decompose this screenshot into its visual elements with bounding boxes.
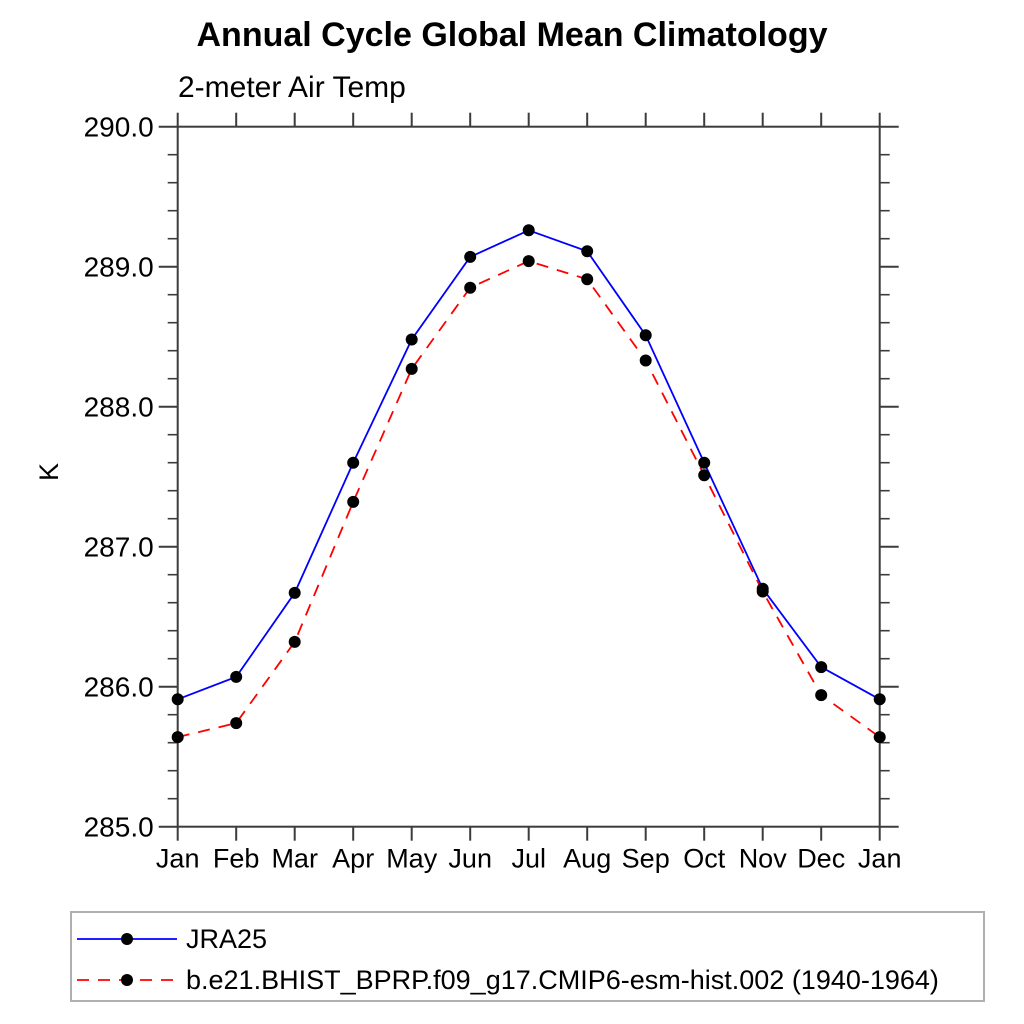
legend-entry-model: b.e21.BHIST_BPRP.f09_g17.CMIP6-esm-hist.… bbox=[75, 964, 939, 995]
y-axis-tick-label: 290.0 bbox=[84, 112, 154, 143]
x-axis-tick-label: Dec bbox=[797, 844, 845, 874]
legend-label-jra25: JRA25 bbox=[186, 923, 268, 954]
y-axis-tick-label: 288.0 bbox=[84, 392, 154, 423]
data-point-marker-s0 bbox=[405, 333, 418, 346]
data-point-marker-s1 bbox=[581, 273, 594, 286]
x-axis-tick-label: Sep bbox=[622, 844, 670, 874]
data-point-marker-s1 bbox=[347, 495, 360, 508]
data-point-marker-s1 bbox=[171, 731, 184, 744]
data-point-marker-s1 bbox=[522, 255, 535, 268]
legend-label-model: b.e21.BHIST_BPRP.f09_g17.CMIP6-esm-hist.… bbox=[186, 964, 939, 995]
legend-sample-line-1 bbox=[77, 974, 177, 986]
x-axis-tick-label: Oct bbox=[683, 844, 726, 874]
y-axis-tick-label: 286.0 bbox=[84, 672, 154, 703]
x-axis-tick-label: Jan bbox=[156, 844, 200, 874]
data-point-marker-s0 bbox=[347, 456, 360, 469]
plot-frame bbox=[176, 125, 881, 828]
data-point-marker-s1 bbox=[815, 689, 828, 702]
data-point-marker-s0 bbox=[288, 586, 301, 599]
x-axis-tick-label: May bbox=[386, 844, 438, 874]
data-point-marker-s1 bbox=[873, 731, 886, 744]
data-point-marker-s0 bbox=[464, 250, 477, 263]
x-axis-tick-label: Nov bbox=[739, 844, 788, 874]
data-point-marker-s0 bbox=[522, 224, 535, 237]
chart-title: Annual Cycle Global Mean Climatology bbox=[196, 16, 828, 54]
x-axis-tick-label: Mar bbox=[271, 844, 318, 874]
x-axis-tick-label: Apr bbox=[332, 844, 374, 874]
x-axis-tick-label: Jun bbox=[448, 844, 492, 874]
data-point-marker-s0 bbox=[639, 329, 652, 342]
data-point-marker-s0 bbox=[873, 693, 886, 706]
y-axis-tick-label: 285.0 bbox=[84, 812, 154, 843]
x-axis-tick-label: Jul bbox=[511, 844, 546, 874]
data-point-marker-s0 bbox=[698, 456, 711, 469]
x-axis-tick-label: Jan bbox=[858, 844, 902, 874]
data-point-marker-s1 bbox=[230, 717, 243, 730]
x-axis-tick-label: Aug bbox=[563, 844, 611, 874]
data-point-marker-s0 bbox=[581, 245, 594, 258]
legend-entry-jra25: JRA25 bbox=[75, 923, 268, 954]
series-line-1 bbox=[177, 260, 881, 738]
data-point-marker-s1 bbox=[639, 354, 652, 367]
y-axis-tick-label: 287.0 bbox=[84, 532, 154, 563]
data-point-marker-s1 bbox=[405, 362, 418, 375]
y-axis-title: K bbox=[34, 463, 64, 481]
data-point-marker-s1 bbox=[756, 585, 769, 598]
y-axis-tick-label: 289.0 bbox=[84, 252, 154, 283]
data-point-marker-s0 bbox=[171, 693, 184, 706]
data-point-marker-s1 bbox=[464, 281, 477, 294]
data-point-marker-s1 bbox=[288, 635, 301, 648]
data-point-marker-s0 bbox=[230, 670, 243, 683]
legend-sample-line-0 bbox=[77, 933, 177, 945]
chart-subtitle: 2-meter Air Temp bbox=[178, 71, 406, 104]
data-point-marker-s0 bbox=[815, 661, 828, 674]
series-line-0 bbox=[177, 229, 881, 701]
data-point-marker-s1 bbox=[698, 469, 711, 482]
x-axis-tick-label: Feb bbox=[213, 844, 260, 874]
legend-box: JRA25 b.e21.BHIST_BPRP.f09_g17.CMIP6-esm… bbox=[70, 911, 985, 1002]
